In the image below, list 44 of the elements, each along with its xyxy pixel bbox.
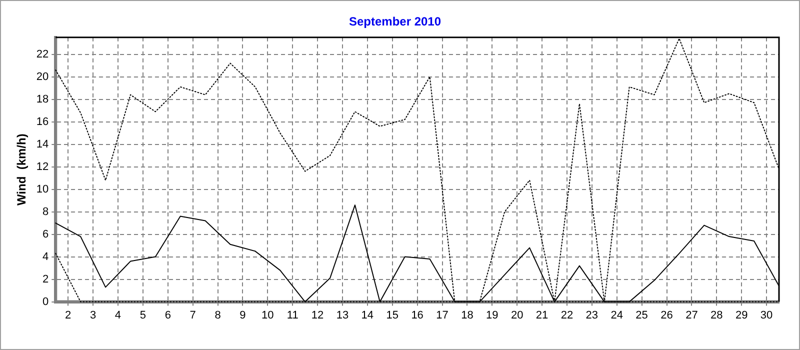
y-tick-label: 12 bbox=[36, 160, 49, 173]
x-tick-label: 25 bbox=[636, 309, 648, 322]
y-tick-label: 22 bbox=[36, 48, 49, 60]
x-tick-label: 28 bbox=[710, 309, 723, 322]
y-tick-label: 6 bbox=[42, 228, 49, 240]
x-tick-label: 18 bbox=[461, 309, 474, 322]
x-tick-label: 7 bbox=[190, 309, 196, 322]
line-series bbox=[55, 38, 780, 302]
y-tick-label: 0 bbox=[42, 296, 49, 308]
x-tick-label: 8 bbox=[214, 309, 221, 322]
x-tick-label: 15 bbox=[386, 309, 398, 322]
x-tick-label: 13 bbox=[336, 309, 349, 322]
x-tick-label: 24 bbox=[610, 309, 623, 322]
x-tick-label: 11 bbox=[286, 309, 298, 322]
x-tick-label: 2 bbox=[65, 309, 72, 322]
x-tick-label: 10 bbox=[262, 309, 274, 322]
y-tick-label: 20 bbox=[36, 70, 49, 83]
x-tick-label: 22 bbox=[560, 309, 574, 322]
x-tick-label: 23 bbox=[586, 309, 598, 322]
x-tick-label: 9 bbox=[240, 309, 246, 322]
x-tick-label: 29 bbox=[735, 309, 748, 322]
x-tick-label: 27 bbox=[686, 309, 698, 322]
x-tick-label: 21 bbox=[536, 309, 548, 322]
y-tick-label: 4 bbox=[42, 250, 49, 263]
y-axis-title: Wind (km/h) bbox=[14, 134, 29, 206]
x-tick-label: 4 bbox=[114, 309, 122, 322]
x-tick-label: 16 bbox=[411, 309, 424, 322]
y-tick-label: 18 bbox=[36, 93, 49, 106]
x-tick-label: 30 bbox=[760, 309, 773, 322]
y-tick-label: 10 bbox=[36, 183, 49, 196]
x-tick-label: 17 bbox=[436, 309, 448, 322]
y-tick-label: 16 bbox=[36, 116, 49, 128]
x-tick-label: 14 bbox=[361, 309, 374, 322]
x-tick-label: 3 bbox=[90, 309, 96, 322]
x-tick-label: 26 bbox=[660, 309, 673, 322]
x-tick-label: 19 bbox=[486, 309, 498, 322]
y-tick-label: 14 bbox=[36, 138, 49, 150]
y-tick-label: 2 bbox=[42, 273, 49, 286]
x-tick-label: 6 bbox=[164, 309, 171, 322]
chart-title: September 2010 bbox=[348, 14, 442, 29]
x-tick-label: 20 bbox=[510, 309, 524, 322]
x-tick-label: 5 bbox=[140, 309, 146, 322]
y-tick-label: 8 bbox=[42, 206, 49, 218]
x-tick-label: 12 bbox=[311, 309, 324, 322]
